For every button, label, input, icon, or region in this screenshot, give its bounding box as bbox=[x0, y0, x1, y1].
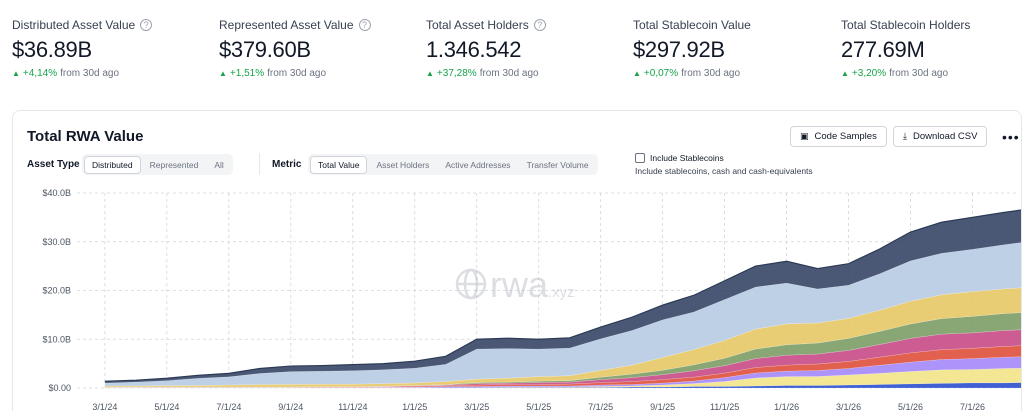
terminal-icon: ▣ bbox=[800, 131, 809, 141]
stat-value: $379.60B bbox=[219, 37, 311, 62]
metric-option-transfer-volume[interactable]: Transfer Volume bbox=[526, 159, 589, 170]
stats-bar: Distributed Asset Value? $36.89B ▲ +4,14%… bbox=[0, 0, 1024, 100]
divider bbox=[259, 153, 260, 175]
asset-type-option-distributed[interactable]: Distributed bbox=[84, 155, 141, 174]
x-tick-label: 11/1/24 bbox=[338, 402, 367, 411]
total-line bbox=[104, 209, 1021, 382]
card-title: Total RWA Value bbox=[27, 128, 144, 145]
download-csv-label: Download CSV bbox=[912, 131, 978, 142]
y-tick-label: $0.00 bbox=[48, 383, 71, 393]
more-options-icon[interactable]: ••• bbox=[1002, 129, 1020, 145]
metric-option-asset-holders[interactable]: Asset Holders bbox=[376, 159, 430, 170]
asset-type-option-represented[interactable]: Represented bbox=[149, 159, 199, 170]
stat-change: +3,20% bbox=[851, 68, 887, 79]
x-tick-label: 5/1/25 bbox=[526, 402, 551, 411]
stat-total-stablecoin-value: Total Stablecoin Value $297.92B ▲ +0,07% f… bbox=[633, 18, 751, 79]
stat-label: Total Stablecoin Value bbox=[633, 18, 751, 32]
stat-suffix: from 30d ago bbox=[267, 68, 327, 79]
stat-total-asset-holders: Total Asset Holders? 1.346.542 ▲ +37,28% f… bbox=[426, 18, 546, 79]
stat-represented-asset-value: Represented Asset Value? $379.60B ▲ +1,51… bbox=[219, 18, 371, 79]
stat-label: Total Asset Holders bbox=[426, 18, 529, 32]
series-area-7 bbox=[104, 242, 1021, 387]
metric-option-active-addresses[interactable]: Active Addresses bbox=[445, 159, 511, 170]
help-icon[interactable]: ? bbox=[358, 19, 371, 31]
stat-value: $297.92B bbox=[633, 37, 725, 62]
x-tick-label: 1/1/26 bbox=[774, 402, 799, 411]
x-tick-label: 5/1/24 bbox=[154, 402, 179, 411]
arrow-up-icon: ▲ bbox=[219, 69, 227, 78]
x-tick-label: 5/1/26 bbox=[898, 402, 923, 411]
stat-change: +37,28% bbox=[436, 68, 477, 79]
code-samples-button[interactable]: ▣ Code Samples bbox=[790, 126, 887, 147]
watermark: rwa.xyz bbox=[455, 264, 575, 305]
stat-value: $36.89B bbox=[12, 37, 92, 62]
series-area-4 bbox=[104, 329, 1021, 388]
download-icon: ⤓ bbox=[903, 131, 907, 141]
stat-change: +1,51% bbox=[229, 68, 265, 79]
arrow-up-icon: ▲ bbox=[426, 69, 434, 78]
stat-label: Represented Asset Value bbox=[219, 18, 354, 32]
metric-option-total-value[interactable]: Total Value bbox=[310, 155, 368, 174]
help-icon[interactable]: ? bbox=[533, 19, 546, 31]
download-csv-button[interactable]: ⤓ Download CSV bbox=[893, 126, 988, 147]
y-tick-label: $30.0B bbox=[42, 237, 71, 247]
code-samples-label: Code Samples bbox=[814, 131, 877, 142]
stat-total-stablecoin-holders: Total Stablecoin Holders 277.69M ▲ +3,20%… bbox=[841, 18, 970, 79]
asset-type-option-all[interactable]: All bbox=[214, 159, 224, 170]
stat-label: Distributed Asset Value bbox=[12, 18, 136, 32]
stat-suffix: from 30d ago bbox=[889, 68, 949, 79]
arrow-up-icon: ▲ bbox=[841, 69, 849, 78]
metric-toggle: Total Value Asset Holders Active Address… bbox=[308, 154, 598, 175]
x-tick-label: 7/1/26 bbox=[960, 402, 985, 411]
x-tick-label: 3/1/25 bbox=[464, 402, 489, 411]
x-tick-label: 11/1/25 bbox=[710, 402, 739, 411]
x-tick-label: 7/1/24 bbox=[216, 402, 241, 411]
stat-change: +4,14% bbox=[22, 68, 58, 79]
y-tick-label: $40.0B bbox=[42, 188, 71, 198]
chart-svg: rwa.xyz $0.00 $10.0B $20.0B $30.0B $40.0B 3/1… bbox=[42, 188, 1021, 411]
include-stablecoins-description: Include stablecoins, cash and cash-equiv… bbox=[635, 166, 813, 176]
x-tick-label: 3/1/24 bbox=[92, 402, 117, 411]
globe-icon bbox=[455, 268, 487, 300]
y-tick-label: $20.0B bbox=[42, 286, 71, 296]
arrow-up-icon: ▲ bbox=[12, 69, 20, 78]
stat-suffix: from 30d ago bbox=[60, 68, 120, 79]
x-tick-label: 9/1/24 bbox=[278, 402, 303, 411]
arrow-up-icon: ▲ bbox=[633, 69, 641, 78]
stat-value: 1.346.542 bbox=[426, 37, 522, 62]
watermark-text: rwa.xyz bbox=[490, 264, 575, 305]
asset-type-label: Asset Type bbox=[27, 159, 80, 170]
stat-suffix: from 30d ago bbox=[479, 68, 539, 79]
help-icon[interactable]: ? bbox=[140, 19, 153, 31]
axes: $0.00 $10.0B $20.0B $30.0B $40.0B 3/1/24 5/1/2… bbox=[42, 188, 985, 411]
stat-value: 277.69M bbox=[841, 37, 925, 62]
include-stablecoins-checkbox[interactable] bbox=[635, 153, 645, 163]
include-stablecoins: Include Stablecoins Include stablecoins,… bbox=[635, 153, 813, 176]
y-tick-label: $10.0B bbox=[42, 334, 71, 344]
stat-suffix: from 30d ago bbox=[681, 68, 741, 79]
metric-label: Metric bbox=[272, 159, 302, 170]
watermark-main: rwa bbox=[490, 264, 549, 305]
x-tick-label: 7/1/25 bbox=[588, 402, 613, 411]
watermark-suffix: .xyz bbox=[548, 284, 575, 301]
include-stablecoins-label[interactable]: Include Stablecoins bbox=[650, 153, 724, 163]
total-outline bbox=[104, 209, 1021, 382]
asset-type-toggle: Distributed Represented All bbox=[82, 154, 233, 175]
stat-change: +0,07% bbox=[643, 68, 679, 79]
x-tick-label: 3/1/26 bbox=[836, 402, 861, 411]
x-tick-label: 1/1/25 bbox=[402, 402, 427, 411]
stacked-areas bbox=[104, 209, 1021, 389]
total-rwa-value-chart[interactable]: rwa.xyz $0.00 $10.0B $20.0B $30.0B $40.0B 3/1… bbox=[13, 187, 1021, 411]
stat-label: Total Stablecoin Holders bbox=[841, 18, 971, 32]
x-tick-label: 9/1/25 bbox=[650, 402, 675, 411]
series-area-5 bbox=[104, 312, 1021, 388]
stat-distributed-asset-value: Distributed Asset Value? $36.89B ▲ +4,14%… bbox=[12, 18, 153, 79]
rwa-chart-card: Total RWA Value ▣ Code Samples ⤓ Downloa… bbox=[12, 110, 1022, 411]
